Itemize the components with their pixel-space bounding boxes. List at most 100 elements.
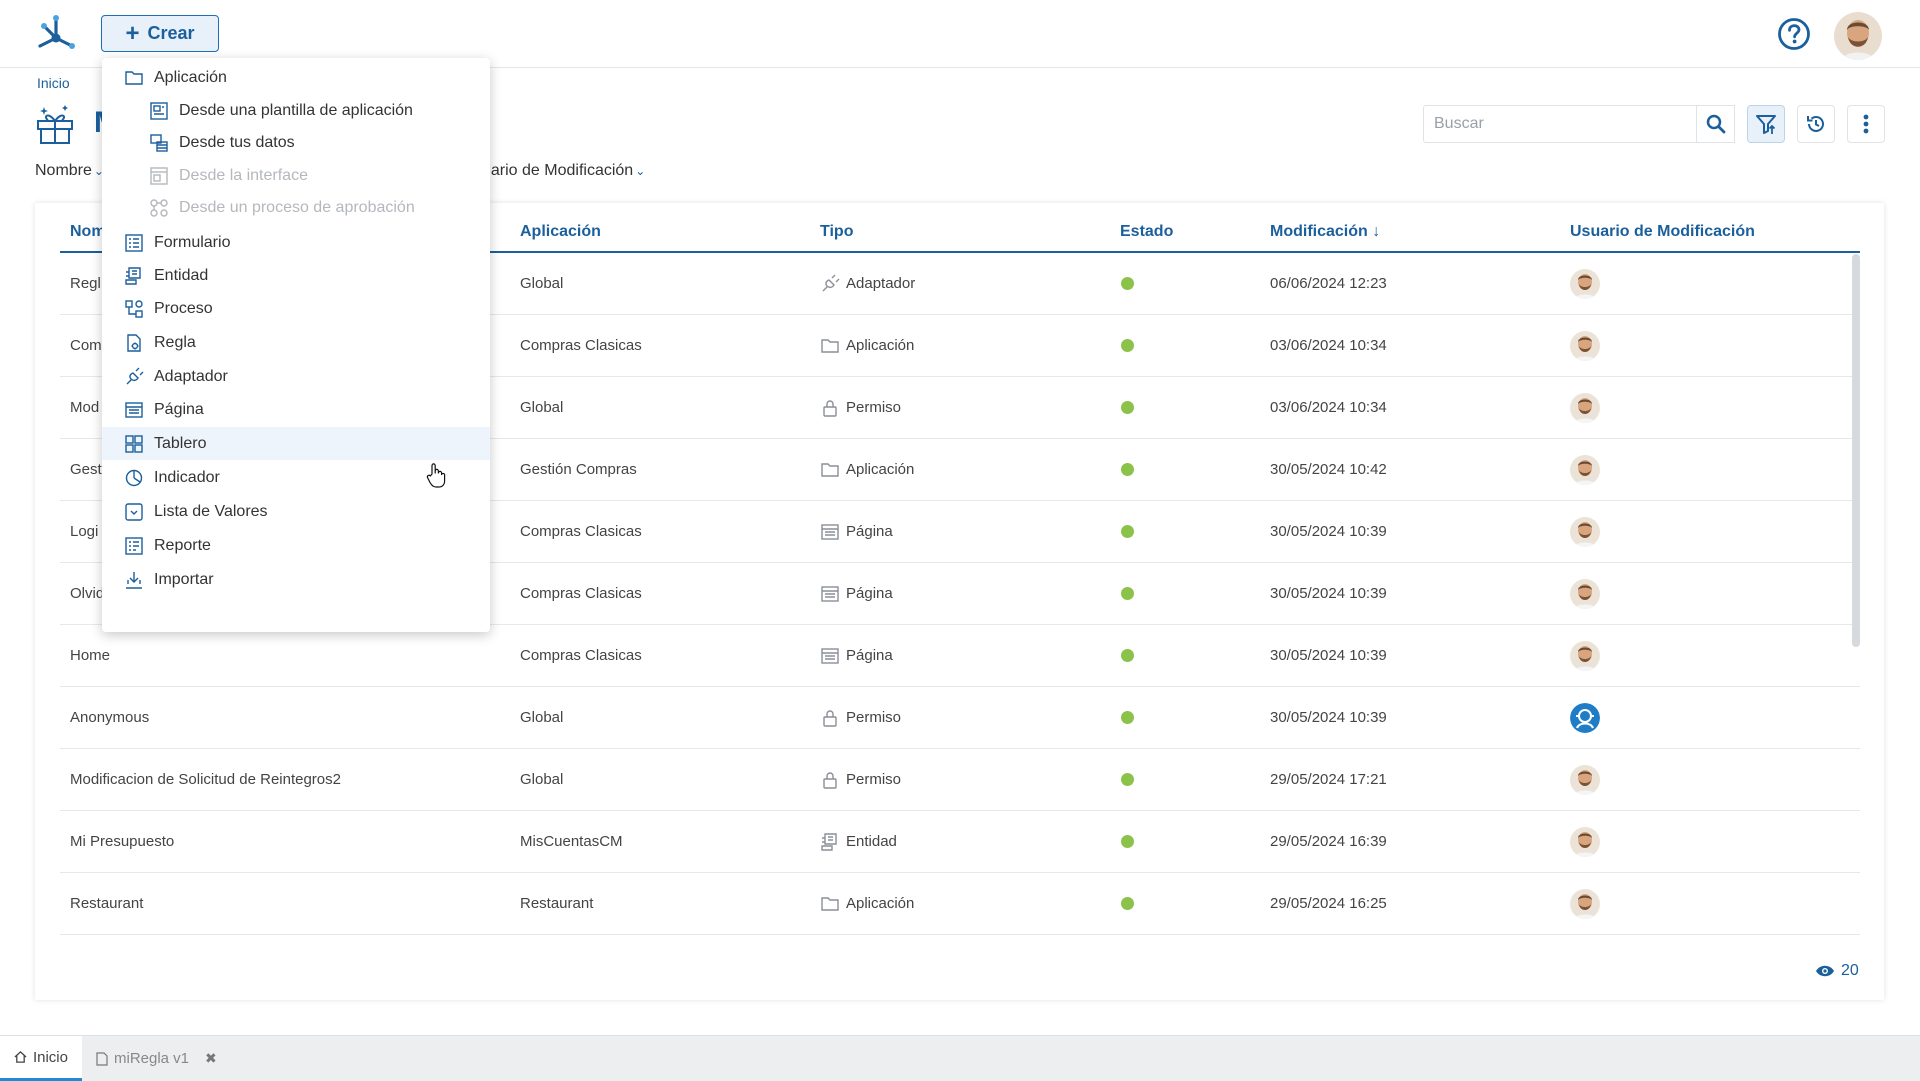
menu-item-label: Formulario (154, 233, 231, 251)
rule-file-icon (96, 1051, 108, 1066)
type-icon (820, 708, 840, 728)
menu-item-label: Página (154, 400, 204, 418)
results-count-value: 20 (1841, 962, 1859, 979)
cell-status (1121, 563, 1134, 624)
create-menu-item[interactable]: Importar (102, 563, 490, 596)
user-avatar[interactable] (1570, 764, 1600, 795)
column-header-type[interactable]: Tipo (820, 223, 854, 240)
menu-item-icon (124, 333, 144, 353)
column-header-name[interactable]: Nom (70, 223, 106, 240)
column-header-application[interactable]: Aplicación (520, 223, 601, 240)
create-menu-item[interactable]: Lista de Valores (102, 495, 490, 528)
table-row[interactable]: Restaurant Restaurant Aplicación 29/05/2… (60, 873, 1860, 935)
user-avatar[interactable] (1570, 578, 1600, 609)
filter-button[interactable] (1747, 105, 1785, 143)
table-row[interactable]: Mi Presupuesto MisCuentasCM Entidad 29/0… (60, 811, 1860, 873)
create-menu-item[interactable]: Página (102, 393, 490, 426)
create-menu-item[interactable]: Proceso (102, 292, 490, 325)
user-avatar[interactable] (1570, 826, 1600, 857)
create-menu-item[interactable]: Indicador (102, 461, 490, 494)
table-row[interactable]: Regl Global Adaptador 06/06/2024 12:23 (60, 253, 1860, 315)
create-button-label: Crear (147, 23, 195, 43)
status-dot (1121, 649, 1134, 662)
user-avatar[interactable] (1570, 454, 1600, 485)
cell-type: Página (820, 501, 893, 562)
menu-item-icon (124, 468, 144, 488)
table-row[interactable]: Anonymous Global Permiso 30/05/2024 10:3… (60, 687, 1860, 749)
sort-field-name[interactable]: Nombre ⌄ (35, 162, 104, 180)
create-menu-item[interactable]: Aplicación (102, 61, 490, 94)
menu-item-icon (124, 266, 144, 286)
menu-item-label: Desde una plantilla de aplicación (179, 101, 413, 119)
table-row[interactable]: Mod Global Permiso 03/06/2024 10:34 (60, 377, 1860, 439)
bottom-tab-home[interactable]: Inicio (0, 1036, 82, 1081)
create-menu-item[interactable]: Entidad (102, 259, 490, 292)
results-count: 20 (1815, 962, 1859, 980)
user-avatar[interactable] (1570, 516, 1600, 547)
bottom-tab-label: miRegla v1 (114, 1050, 190, 1067)
type-icon (820, 274, 840, 294)
table-row[interactable]: Logi Compras Clasicas Página 30/05/2024 … (60, 501, 1860, 563)
create-menu-item[interactable]: Regla (102, 326, 490, 359)
table-scrollbar[interactable] (1852, 254, 1860, 647)
status-dot (1121, 277, 1134, 290)
column-header-user[interactable]: Usuario de Modificación (1570, 223, 1755, 240)
search-button[interactable] (1697, 105, 1735, 143)
cell-type: Permiso (820, 377, 901, 438)
type-icon (820, 522, 840, 542)
history-button[interactable] (1797, 105, 1835, 143)
menu-item-label: Adaptador (154, 367, 228, 385)
menu-item-label: Aplicación (154, 68, 227, 86)
table-row[interactable]: Modificacion de Solicitud de Reintegros2… (60, 749, 1860, 811)
bottom-tab-label: Inicio (32, 1048, 68, 1066)
cell-modified: 29/05/2024 16:25 (1270, 895, 1387, 912)
home-icon (14, 1051, 27, 1063)
page-icon (821, 647, 839, 664)
table-row[interactable]: Olvid Compras Clasicas Página 30/05/2024… (60, 563, 1860, 625)
table-row[interactable]: Com Compras Clasicas Aplicación 03/06/20… (60, 315, 1860, 377)
user-avatar[interactable] (1570, 640, 1600, 671)
menu-item-label: Lista de Valores (154, 502, 268, 520)
folder-icon (821, 462, 839, 477)
create-menu-item[interactable]: Adaptador (102, 360, 490, 393)
sort-field-user[interactable]: uario de Modificación ⌄ (482, 162, 645, 180)
create-menu-item[interactable]: Tablero (102, 427, 490, 460)
user-avatar[interactable] (1570, 888, 1600, 919)
user-avatar[interactable] (1570, 330, 1600, 361)
status-dot (1121, 525, 1134, 538)
breadcrumb[interactable]: Inicio (37, 75, 70, 91)
cell-type: Página (820, 625, 893, 686)
close-tab-icon[interactable]: ✖ (205, 1050, 217, 1066)
sort-field-label: Nombre (35, 162, 92, 179)
create-menu-item[interactable]: Formulario (102, 226, 490, 259)
table-row[interactable]: Home Compras Clasicas Página 30/05/2024 … (60, 625, 1860, 687)
chevron-down-icon: ⌄ (93, 164, 104, 178)
menu-item-icon (149, 101, 169, 121)
user-avatar[interactable] (1570, 268, 1600, 299)
cell-user (1570, 563, 1600, 624)
user-avatar[interactable] (1834, 12, 1882, 60)
folder-icon (821, 338, 839, 353)
column-header-modified[interactable]: Modificación ↓ (1270, 223, 1380, 241)
cell-status (1121, 439, 1134, 500)
create-menu-item[interactable]: Desde tus datos (102, 126, 490, 159)
create-button[interactable]: + Crear (101, 15, 219, 52)
history-icon (1807, 115, 1824, 132)
cell-name: Gest (70, 461, 102, 478)
status-dot (1121, 773, 1134, 786)
menu-item-icon (124, 367, 144, 387)
more-options-button[interactable] (1847, 105, 1885, 143)
create-menu-item[interactable]: Desde una plantilla de aplicación (102, 94, 490, 127)
system-avatar[interactable] (1570, 702, 1600, 733)
user-avatar[interactable] (1570, 392, 1600, 423)
table-row[interactable]: Gest Gestión Compras Aplicación 30/05/20… (60, 439, 1860, 501)
app-logo[interactable] (34, 12, 78, 56)
create-menu: Aplicación Desde una plantilla de aplicac… (102, 58, 490, 632)
cell-user (1570, 625, 1600, 686)
help-icon[interactable] (1777, 17, 1811, 51)
search-input[interactable] (1423, 105, 1697, 143)
column-header-status[interactable]: Estado (1120, 223, 1174, 240)
status-dot (1121, 339, 1134, 352)
bottom-tab-miregla[interactable]: miRegla v1 ✖ (82, 1036, 231, 1081)
create-menu-item[interactable]: Reporte (102, 529, 490, 562)
